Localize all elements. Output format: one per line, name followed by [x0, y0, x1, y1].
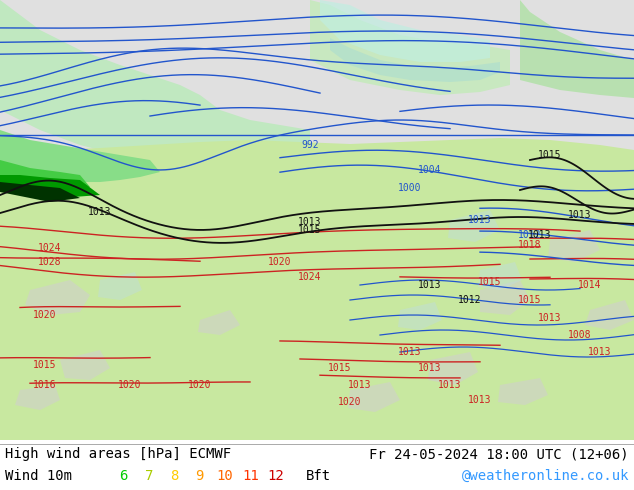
Polygon shape [480, 280, 530, 315]
Text: 1013: 1013 [298, 217, 321, 227]
Polygon shape [98, 272, 142, 300]
Text: 1013: 1013 [568, 210, 592, 220]
Text: 1008: 1008 [568, 330, 592, 340]
Text: 1020: 1020 [339, 397, 362, 407]
Text: 1016: 1016 [33, 380, 57, 390]
Text: 1013: 1013 [469, 395, 492, 405]
Text: 9: 9 [195, 469, 204, 483]
Polygon shape [0, 138, 634, 440]
Text: 992: 992 [301, 140, 319, 150]
Polygon shape [428, 352, 478, 385]
Text: @weatheronline.co.uk: @weatheronline.co.uk [462, 469, 629, 483]
Text: 1015: 1015 [328, 363, 352, 373]
Text: 1012: 1012 [518, 230, 541, 240]
Polygon shape [198, 310, 240, 335]
Text: 7: 7 [145, 469, 153, 483]
Text: 1013: 1013 [469, 215, 492, 225]
Polygon shape [0, 175, 100, 198]
Polygon shape [0, 182, 80, 202]
Text: Fr 24-05-2024 18:00 UTC (12+06): Fr 24-05-2024 18:00 UTC (12+06) [369, 447, 629, 461]
Polygon shape [60, 350, 110, 380]
Polygon shape [15, 385, 60, 410]
Text: 1028: 1028 [38, 257, 61, 267]
Polygon shape [320, 0, 490, 62]
Polygon shape [0, 0, 310, 172]
Polygon shape [330, 38, 500, 82]
Text: 1020: 1020 [268, 257, 292, 267]
Polygon shape [478, 262, 522, 290]
Text: 6: 6 [119, 469, 128, 483]
Text: 1015: 1015 [33, 360, 57, 370]
Text: 1004: 1004 [418, 165, 442, 175]
Text: 12: 12 [268, 469, 284, 483]
Text: 10: 10 [217, 469, 233, 483]
Polygon shape [520, 0, 634, 98]
Text: 1013: 1013 [588, 347, 612, 357]
Text: 1013: 1013 [438, 380, 462, 390]
Polygon shape [25, 280, 90, 315]
Text: 1013: 1013 [348, 380, 372, 390]
Text: 1015: 1015 [518, 295, 541, 305]
Polygon shape [0, 160, 90, 192]
Text: 11: 11 [242, 469, 259, 483]
Polygon shape [398, 302, 442, 330]
Text: 1013: 1013 [538, 313, 562, 323]
Polygon shape [585, 300, 634, 330]
Text: 1015: 1015 [298, 225, 321, 235]
Text: 1020: 1020 [188, 380, 212, 390]
Text: 1015: 1015 [538, 150, 562, 160]
Text: 1020: 1020 [33, 310, 57, 320]
Polygon shape [548, 230, 600, 262]
Text: 1015: 1015 [478, 277, 501, 287]
Text: Bft: Bft [306, 469, 332, 483]
Text: 1020: 1020 [119, 380, 142, 390]
Text: 1013: 1013 [398, 347, 422, 357]
Polygon shape [348, 382, 400, 412]
Text: Wind 10m: Wind 10m [5, 469, 72, 483]
Text: High wind areas [hPa] ECMWF: High wind areas [hPa] ECMWF [5, 447, 231, 461]
Text: 1013: 1013 [528, 230, 552, 240]
Text: 1024: 1024 [298, 272, 321, 282]
Text: 1012: 1012 [458, 295, 482, 305]
Polygon shape [498, 378, 548, 405]
Polygon shape [0, 130, 160, 182]
Text: 1013: 1013 [418, 363, 442, 373]
Text: 1013: 1013 [418, 280, 442, 290]
Text: 1018: 1018 [518, 240, 541, 250]
Text: 1013: 1013 [88, 207, 112, 217]
Polygon shape [448, 210, 500, 242]
Text: 8: 8 [170, 469, 179, 483]
Text: 1000: 1000 [398, 183, 422, 193]
Text: 1014: 1014 [578, 280, 602, 290]
Text: 1024: 1024 [38, 243, 61, 253]
Polygon shape [310, 0, 510, 95]
